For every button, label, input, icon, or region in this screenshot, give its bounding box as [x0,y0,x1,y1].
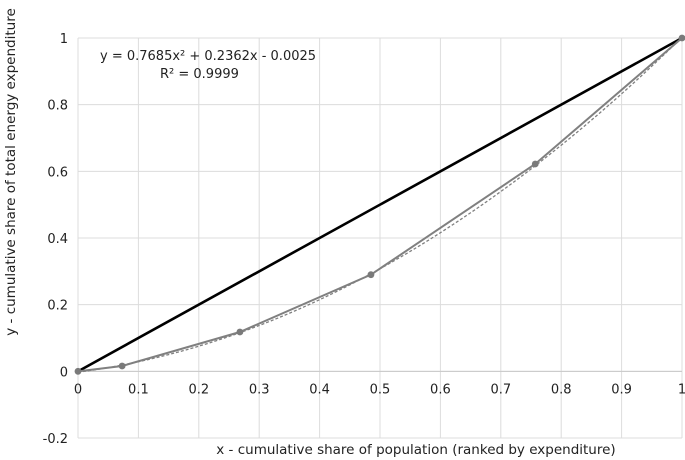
x-tick-label: 0.5 [370,382,391,397]
lorenz-data-point [118,362,126,370]
y-tick-labels: -0.2 0 0.2 0.4 0.6 0.8 1 [43,32,68,447]
x-tick-label: 0.7 [490,382,511,397]
lorenz-data-point [367,271,375,279]
lorenz-data-point [531,160,539,168]
x-tick-label: 0.6 [430,382,451,397]
y-tick-label: 1 [60,32,68,47]
lorenz-data-point [74,367,82,375]
x-tick-label: 0.4 [309,382,330,397]
lorenz-data-point [236,328,244,336]
lorenz-curve-line [77,37,683,373]
y-tick-label: 0.4 [47,232,68,247]
y-tick-label: -0.2 [43,432,68,447]
r-squared-label: R² = 0.9999 [160,67,239,82]
x-tick-label: 1 [678,382,685,397]
x-tick-labels: 0 0.1 0.2 0.3 0.4 0.5 0.6 0.7 0.8 0.9 1 [74,382,685,397]
lorenz-data-point [678,34,685,42]
trendline-equation: y = 0.7685x² + 0.2362x - 0.0025 [100,49,316,64]
y-tick-label: 0 [60,365,68,380]
x-axis-title: x - cumulative share of population (rank… [216,442,615,458]
x-tick-label: 0.3 [249,382,270,397]
y-tick-label: 0.8 [47,99,68,114]
y-tick-label: 0.2 [47,299,68,314]
x-tick-label: 0.9 [611,382,632,397]
x-tick-label: 0.2 [188,382,209,397]
x-tick-label: 0 [74,382,82,397]
grid-lines [77,37,683,439]
x-tick-label: 0.1 [128,382,149,397]
x-tick-label: 0.8 [551,382,572,397]
equality-line [77,36,683,373]
series-layer [74,34,685,375]
y-tick-label: 0.6 [47,165,68,180]
y-axis-title: y - cumulative share of total energy exp… [3,8,19,336]
